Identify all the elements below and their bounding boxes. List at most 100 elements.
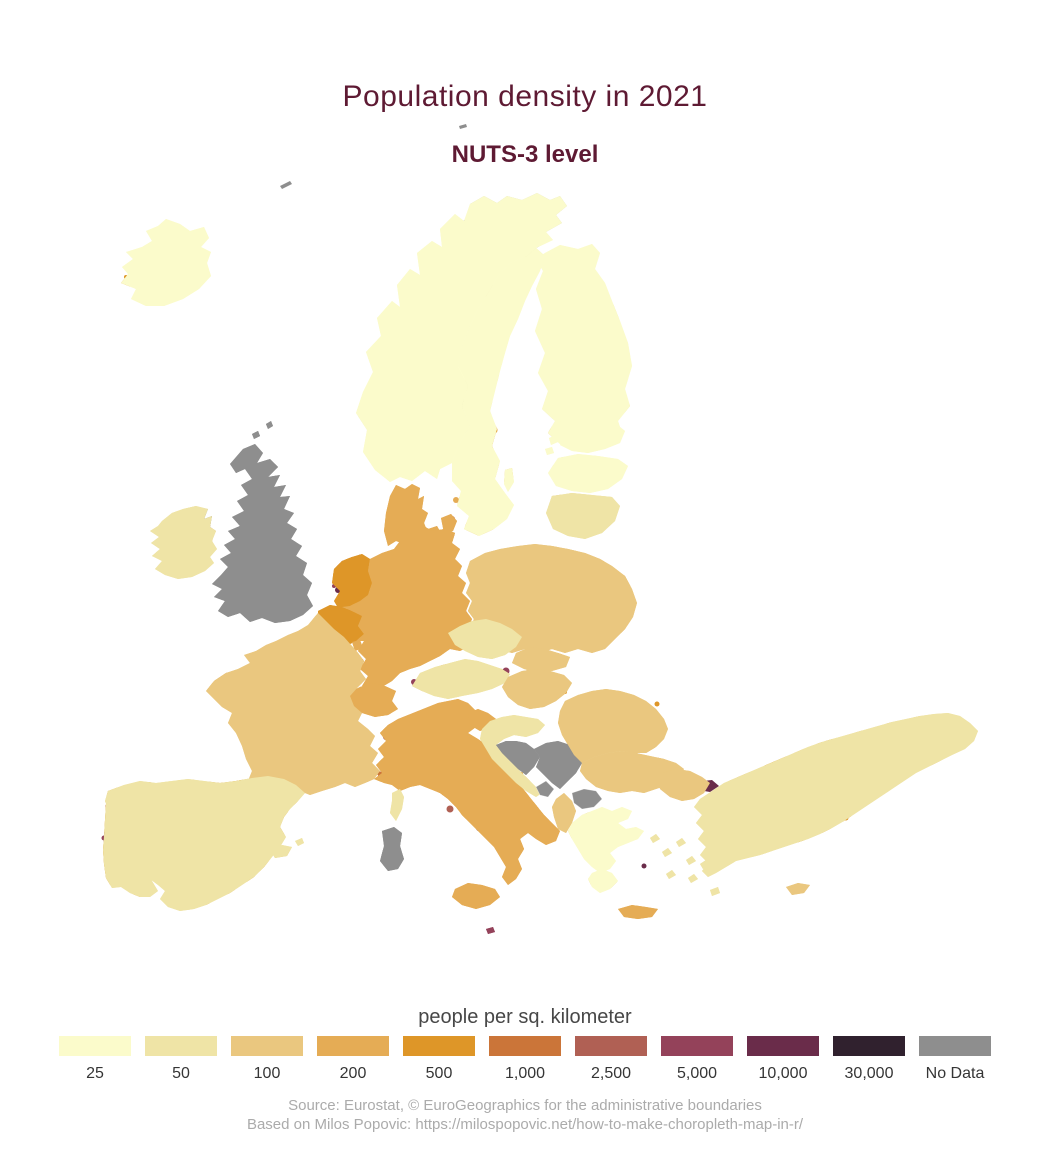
legend-swatch [661, 1036, 733, 1056]
nuts3-region-patch [389, 211, 403, 229]
page-title: Population density in 2021 [342, 80, 708, 113]
legend-label: 30,000 [844, 1065, 894, 1082]
nuts3-region-patch [603, 264, 622, 280]
nuts3-region-patch [759, 735, 778, 751]
nuts3-region-patch [547, 732, 558, 744]
nuts3-region-patch [247, 629, 260, 642]
nuts3-region-patch [253, 874, 269, 888]
nuts3-region-patch [410, 787, 419, 798]
nuts3-region-patch [277, 421, 294, 435]
legend-item: 200 [310, 1036, 396, 1083]
nuts3-region-patch [459, 848, 472, 858]
nuts3-region-patch [222, 614, 248, 634]
nuts3-region-patch [298, 468, 313, 483]
legend-swatch [231, 1036, 303, 1056]
nuts3-region-patch [509, 377, 524, 388]
nuts3-region-patch [813, 715, 827, 733]
nuts3-region-patch [699, 750, 713, 765]
nuts3-region-patch [411, 849, 426, 860]
nuts3-region-patch [802, 848, 823, 867]
source-line-2: Based on Milos Popovic: https://milospop… [246, 1116, 804, 1133]
nuts3-region-patch [550, 859, 560, 874]
region-artifact [459, 124, 467, 129]
nuts3-region-patch [932, 861, 945, 874]
nuts3-region-patch [568, 883, 581, 893]
legend-item: 1,000 [482, 1036, 568, 1083]
nuts3-region-patch [264, 891, 278, 904]
nuts3-region-patch [264, 879, 282, 893]
city-density-hotspot [641, 863, 647, 869]
nuts3-region-patch [816, 836, 837, 857]
legend-item: No Data [912, 1036, 998, 1083]
nuts3-region-patch [255, 435, 269, 449]
legend-label: 50 [172, 1065, 190, 1082]
legend-label: 2,500 [590, 1065, 632, 1082]
nuts3-region-patch [805, 713, 816, 727]
nuts3-region-patch [215, 731, 236, 752]
nuts3-region-patch [852, 834, 867, 847]
nuts3-region-patch [568, 850, 575, 861]
nuts3-region-patch [952, 757, 971, 778]
nuts3-region-patch [247, 889, 260, 905]
nuts3-region-patch [943, 867, 961, 877]
nuts3-region-patch [905, 863, 922, 877]
legend-label: 1,000 [504, 1065, 546, 1082]
legend-swatch [833, 1036, 905, 1056]
nuts3-region-patch [599, 544, 616, 559]
legend-item: 50 [138, 1036, 224, 1083]
nuts3-region-patch [356, 304, 372, 328]
legend-label: 500 [425, 1065, 453, 1082]
nuts3-region-patch [223, 494, 233, 503]
nuts3-region-patch [819, 851, 836, 871]
nuts3-region-patch [431, 799, 450, 817]
nuts3-region-patch [292, 500, 313, 514]
nuts3-region-patch [243, 896, 266, 911]
city-density-hotspot [446, 805, 454, 813]
nuts3-region-patch [800, 713, 814, 726]
nuts3-region-patch [627, 635, 637, 648]
nuts3-region-patch [462, 863, 480, 879]
nuts3-region-patch [948, 836, 962, 851]
legend-swatch [747, 1036, 819, 1056]
city-density-hotspot [453, 497, 459, 503]
legend-item: 100 [224, 1036, 310, 1083]
nuts3-region-patch [212, 612, 224, 623]
nuts3-region-patch [213, 429, 231, 447]
nuts3-region-patch [269, 447, 281, 459]
nuts3-region-patch [791, 724, 807, 742]
nuts3-region-patch [717, 713, 735, 723]
nuts3-region-patch [339, 554, 348, 561]
legend-item: 2,500 [568, 1036, 654, 1083]
legend-label: 25 [86, 1065, 104, 1082]
nuts3-region-patch [834, 824, 848, 842]
legend-title: people per sq. kilometer [418, 1006, 632, 1028]
nuts3-region-patch [605, 544, 620, 556]
nuts3-region-patch [356, 310, 376, 331]
legend: 25 50 100 200 500 1,000 2,500 5,000 10,0… [0, 1036, 1050, 1083]
nuts3-region-patch [214, 760, 230, 777]
nuts3-region-patch [216, 743, 226, 754]
legend-swatch [59, 1036, 131, 1056]
city-density-hotspot [654, 701, 660, 707]
nuts3-region-patch [881, 793, 904, 821]
nuts3-region-patch [745, 713, 759, 723]
nuts3-region-patch [527, 463, 545, 487]
nuts3-region-patch [923, 767, 946, 788]
nuts3-region-patch [356, 291, 366, 305]
nuts3-region-patch [356, 232, 377, 250]
nuts3-region-patch [911, 861, 926, 877]
nuts3-region-patch [774, 714, 796, 734]
legend-label: 10,000 [758, 1065, 808, 1082]
nuts3-region-patch [462, 849, 478, 865]
region-jan-mayen [280, 181, 292, 189]
nuts3-region-patch [740, 723, 762, 750]
nuts3-region-patch [492, 883, 500, 890]
legend-swatch [489, 1036, 561, 1056]
nuts3-region-patch [897, 815, 915, 836]
nuts3-region-patch [795, 849, 815, 864]
nuts3-region-patch [965, 752, 978, 767]
nuts3-region-patch [344, 523, 355, 534]
legend-swatch [919, 1036, 991, 1056]
